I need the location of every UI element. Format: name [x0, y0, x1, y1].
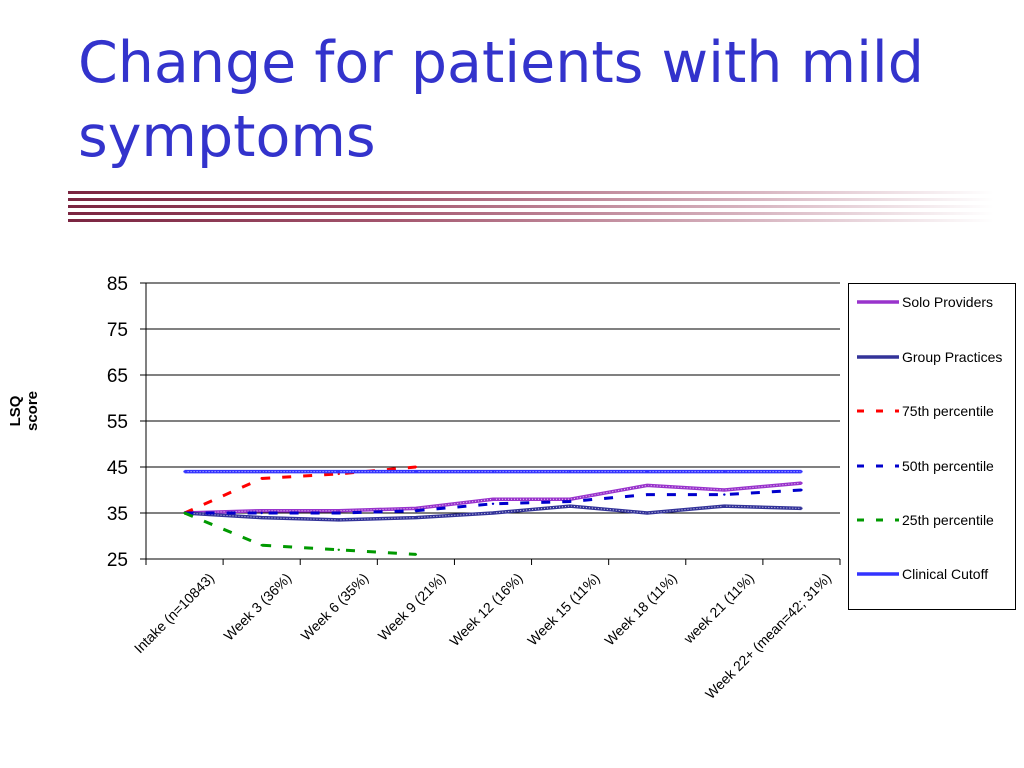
data-point	[414, 509, 418, 512]
data-point	[337, 548, 340, 551]
data-point	[800, 470, 803, 473]
title-divider-line-5	[68, 219, 994, 222]
x-tick-label: Week 9 (21%)	[375, 570, 449, 644]
data-point	[337, 509, 340, 512]
data-point	[568, 470, 572, 473]
y-tick-label: 85	[107, 274, 128, 295]
data-point	[568, 500, 572, 503]
legend-swatch	[857, 464, 899, 468]
legend-swatch	[857, 518, 899, 522]
data-point	[491, 498, 495, 501]
data-point	[800, 507, 803, 510]
y-tick-label: 25	[107, 550, 128, 571]
data-point	[723, 488, 726, 492]
data-point	[183, 470, 186, 473]
data-point	[723, 470, 726, 473]
x-tick-label: Week 6 (35%)	[298, 570, 372, 644]
data-point	[800, 481, 803, 485]
data-point	[800, 488, 803, 492]
data-point	[260, 516, 263, 519]
data-point	[568, 504, 572, 508]
y-tick-label: 65	[107, 366, 128, 387]
legend-label: Clinical Cutoff	[902, 566, 989, 582]
series-line-texture	[184, 505, 802, 521]
x-tick-label: Week 18 (11%)	[601, 570, 680, 649]
data-point	[646, 484, 649, 487]
x-tick-label: Week 22+ (mean=42; 31%)	[702, 570, 834, 702]
data-point	[260, 511, 263, 515]
data-point	[491, 511, 495, 515]
data-point	[723, 493, 726, 496]
legend-swatch	[857, 572, 899, 576]
x-tick-label: Week 12 (16%)	[446, 570, 525, 649]
data-point	[260, 509, 263, 512]
legend-label: Group Practices	[902, 349, 1003, 365]
series-line-75th-percentile	[183, 465, 417, 515]
x-tick-label: Week 15 (11%)	[524, 570, 603, 649]
data-point	[260, 470, 263, 473]
x-tick-label: Week 3 (36%)	[220, 570, 294, 644]
y-tick-label: 45	[107, 458, 128, 479]
data-point	[337, 511, 340, 515]
y-tick-label: 55	[107, 412, 128, 433]
title-divider-line-1	[68, 191, 994, 194]
x-tick-label: week 21 (11%)	[680, 570, 757, 647]
data-point	[414, 470, 418, 473]
data-point	[260, 477, 263, 480]
y-tick-label: 75	[107, 320, 128, 341]
data-point	[646, 470, 649, 473]
data-point	[414, 465, 418, 469]
x-tick-label: Intake (n=10843)	[131, 570, 217, 656]
legend-swatch	[857, 409, 899, 413]
data-point	[646, 493, 649, 496]
data-point	[183, 511, 186, 515]
data-point	[723, 504, 726, 508]
legend-label: Solo Providers	[902, 294, 994, 310]
legend-label: 50th percentile	[902, 458, 994, 474]
data-point	[568, 498, 572, 501]
data-point	[337, 518, 340, 522]
slide-title: Change for patients with mild symptoms	[78, 30, 924, 170]
data-point	[491, 470, 495, 473]
legend-label: 75th percentile	[902, 403, 994, 419]
chart-legend: Solo Providers Group Practices 75th percen…	[848, 283, 1016, 610]
data-point	[491, 502, 495, 505]
title-divider-line-2	[68, 198, 994, 201]
legend-label: 25th percentile	[902, 512, 994, 528]
y-tick-label: 35	[107, 504, 128, 525]
data-point	[414, 553, 418, 556]
data-point	[260, 544, 263, 547]
data-point	[414, 516, 418, 519]
data-point	[646, 511, 649, 515]
data-point	[337, 470, 340, 473]
title-divider-line-3	[68, 205, 994, 208]
data-point	[414, 507, 418, 510]
title-divider-line-4	[68, 212, 994, 215]
legend-swatch	[857, 355, 899, 359]
legend-swatch	[857, 300, 899, 304]
